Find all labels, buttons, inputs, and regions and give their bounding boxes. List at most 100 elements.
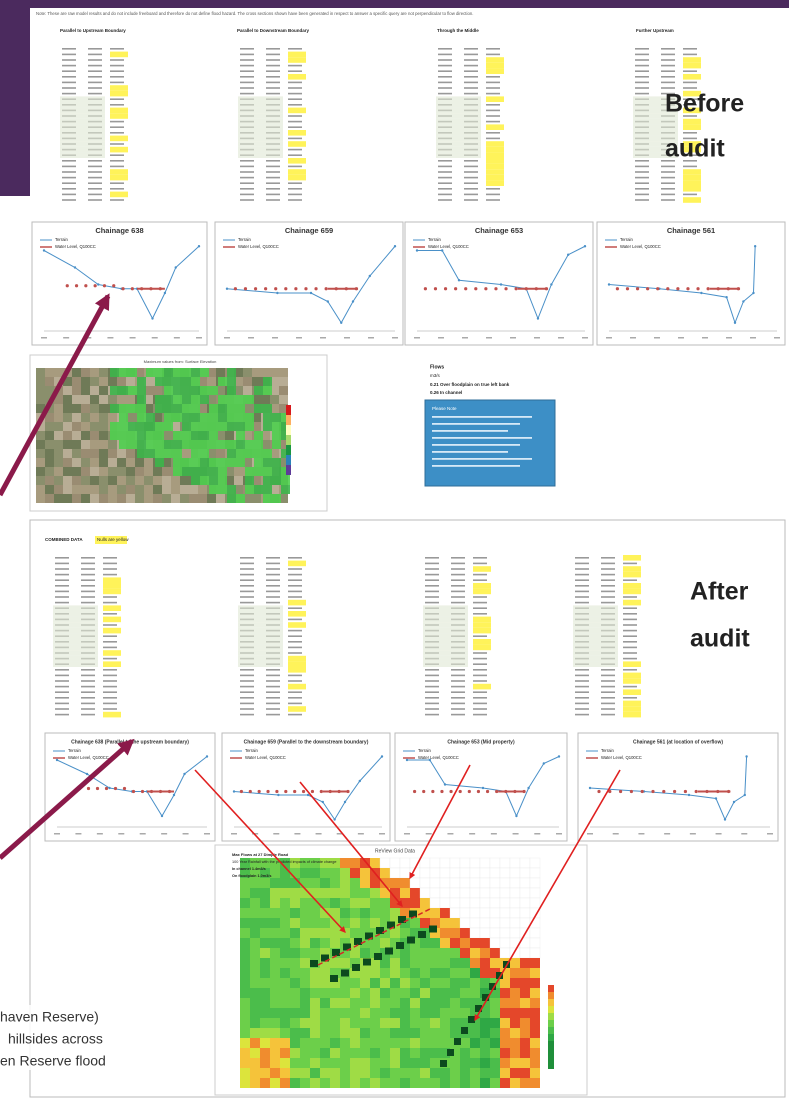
cell-text — [486, 48, 500, 50]
map-cell — [280, 948, 290, 958]
flood-cell — [137, 395, 146, 404]
flood-cell — [272, 422, 281, 431]
map-cell — [250, 868, 260, 878]
cell-text — [451, 685, 465, 688]
map-cell — [490, 958, 500, 968]
note-box-text — [432, 423, 520, 425]
map-cell — [430, 978, 440, 988]
cell-text — [623, 685, 637, 688]
cell-text — [601, 697, 615, 699]
map-cell — [320, 968, 330, 978]
map-cell — [350, 1048, 360, 1058]
map-cell — [340, 948, 350, 958]
map-cell — [240, 1048, 250, 1058]
map-tile — [72, 386, 81, 395]
null-cell — [473, 583, 491, 589]
map-cell — [520, 1078, 530, 1088]
map-cell — [390, 998, 400, 1008]
shade — [53, 622, 98, 628]
map-cell — [390, 988, 400, 998]
flood-cell — [263, 476, 272, 485]
cell-text — [623, 697, 637, 699]
cell-text — [266, 568, 280, 570]
cell-text — [601, 585, 615, 587]
map-cell — [310, 978, 320, 988]
map-cell — [310, 1018, 320, 1028]
cell-text — [240, 708, 254, 710]
flood-cell — [173, 368, 182, 377]
map-cell — [330, 1028, 340, 1038]
map-cell — [450, 1028, 460, 1038]
map-cell — [520, 1058, 530, 1068]
terrain-point — [753, 245, 757, 248]
map-tile — [45, 458, 54, 467]
null-cell — [288, 57, 306, 63]
cell-text — [635, 81, 649, 84]
channel-cell — [374, 953, 382, 960]
map-cell — [420, 1038, 430, 1048]
null-cell — [486, 180, 504, 186]
chart-title: Chainage 653 — [475, 226, 523, 235]
cell-text — [473, 613, 487, 615]
map-cell — [260, 898, 270, 908]
map-cell — [270, 1048, 280, 1058]
map-tile — [171, 422, 180, 431]
tick-label — [336, 833, 343, 835]
map-tile — [72, 467, 81, 476]
map-cell — [370, 908, 380, 918]
water-point — [608, 789, 612, 794]
map-cell — [520, 968, 530, 978]
flood-cell — [209, 467, 218, 476]
channel-cell — [489, 983, 496, 990]
map-tile — [45, 494, 54, 503]
map-cell — [370, 928, 380, 938]
flood-cell — [236, 422, 245, 431]
tick-label — [248, 337, 254, 339]
map-cell — [460, 958, 470, 968]
map-cell — [330, 1068, 340, 1078]
map-cell — [360, 978, 370, 988]
map-cell — [250, 858, 260, 868]
map-cell — [320, 1038, 330, 1048]
map-cell — [290, 918, 300, 928]
map-cell — [280, 1048, 290, 1058]
terrain-point — [752, 291, 755, 295]
cell-text — [81, 568, 95, 570]
cell-text — [288, 568, 302, 570]
map-cell — [380, 908, 390, 918]
shade — [423, 605, 468, 611]
map-cell — [430, 948, 440, 958]
maroon-arrow — [0, 738, 135, 860]
tick-label — [689, 833, 696, 835]
cell-text — [623, 562, 637, 565]
map-tile — [72, 431, 81, 440]
map-tile — [270, 368, 279, 377]
flood-cell — [137, 449, 146, 458]
maroon-arrow — [0, 293, 111, 497]
cell-text — [81, 680, 95, 682]
shade — [238, 113, 283, 119]
shade — [573, 633, 618, 639]
flood-cell — [245, 440, 254, 449]
cell-text — [103, 557, 117, 559]
map-cell — [260, 958, 270, 968]
terrain-point — [351, 300, 355, 303]
shade — [238, 152, 283, 158]
cell-text — [473, 579, 487, 581]
cell-text — [81, 585, 95, 587]
cell-text — [55, 601, 69, 604]
cell-text — [103, 685, 117, 688]
cell-text — [110, 160, 124, 162]
water-point — [95, 786, 100, 791]
map-tile — [216, 386, 225, 395]
map-cell — [500, 968, 510, 978]
map-cell — [250, 1058, 260, 1068]
cell-text — [110, 165, 124, 168]
cell-text — [473, 669, 487, 671]
cell-text — [240, 92, 254, 95]
terrain-line — [589, 756, 748, 821]
water-point — [130, 287, 134, 291]
cell-text — [425, 573, 439, 576]
map-cell — [330, 858, 340, 868]
map-cell — [400, 948, 410, 958]
